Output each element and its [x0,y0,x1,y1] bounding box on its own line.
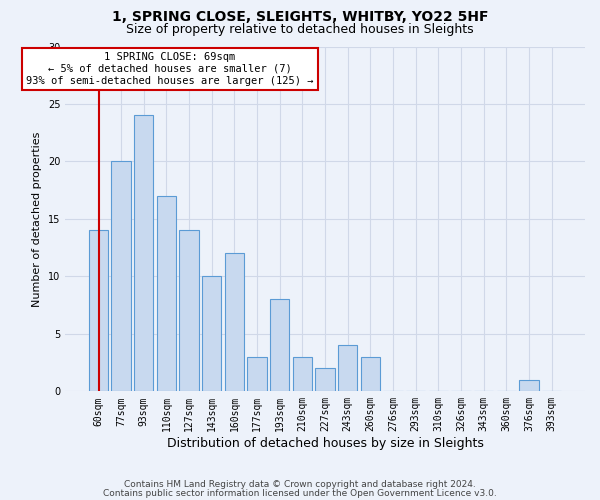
Text: 1, SPRING CLOSE, SLEIGHTS, WHITBY, YO22 5HF: 1, SPRING CLOSE, SLEIGHTS, WHITBY, YO22 … [112,10,488,24]
Text: Contains HM Land Registry data © Crown copyright and database right 2024.: Contains HM Land Registry data © Crown c… [124,480,476,489]
Bar [293,357,312,392]
Text: 1 SPRING CLOSE: 69sqm
← 5% of detached houses are smaller (7)
93% of semi-detach: 1 SPRING CLOSE: 69sqm ← 5% of detached h… [26,52,314,86]
Bar [89,230,108,392]
Bar [361,357,380,392]
Y-axis label: Number of detached properties: Number of detached properties [32,131,42,306]
Bar [270,300,289,392]
Bar [179,230,199,392]
Text: Contains public sector information licensed under the Open Government Licence v3: Contains public sector information licen… [103,488,497,498]
Bar [112,162,131,392]
Bar [202,276,221,392]
Bar [316,368,335,392]
Bar [134,116,154,392]
Bar [247,357,266,392]
Bar [520,380,539,392]
Text: Size of property relative to detached houses in Sleights: Size of property relative to detached ho… [126,22,474,36]
Bar [338,346,358,392]
X-axis label: Distribution of detached houses by size in Sleights: Distribution of detached houses by size … [167,437,484,450]
Bar [225,254,244,392]
Bar [157,196,176,392]
